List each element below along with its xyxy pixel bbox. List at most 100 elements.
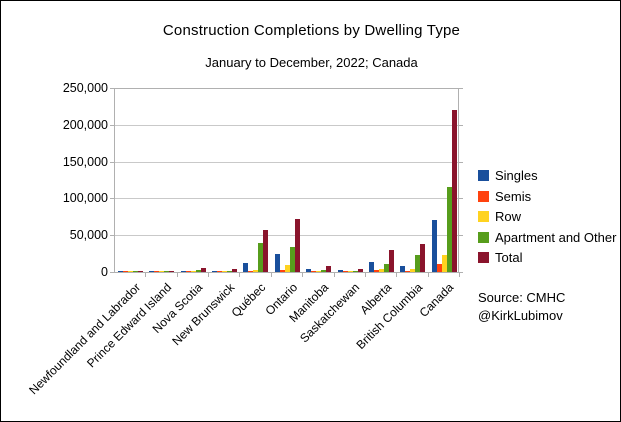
legend-item: Apartment and Other bbox=[478, 230, 616, 245]
bar-total bbox=[326, 266, 332, 272]
chart-subtitle: January to December, 2022; Canada bbox=[205, 55, 418, 70]
y-axis-tick-right bbox=[459, 235, 463, 237]
legend-swatch bbox=[478, 170, 489, 181]
legend-item: Singles bbox=[478, 168, 616, 183]
bar-total bbox=[294, 219, 300, 272]
y-axis-tick bbox=[110, 198, 114, 200]
bar-singles bbox=[431, 220, 437, 272]
y-tick-label: 150,000 bbox=[62, 154, 108, 169]
x-axis-tick bbox=[208, 273, 209, 277]
legend-item: Row bbox=[478, 209, 616, 224]
bar-singles bbox=[337, 270, 343, 272]
x-axis-tick bbox=[365, 273, 366, 277]
bar-row bbox=[441, 255, 447, 272]
y-axis-tick bbox=[110, 88, 114, 89]
bar-apartment-and-other bbox=[289, 247, 295, 272]
bar-row bbox=[128, 271, 133, 272]
y-axis-tick-right bbox=[459, 88, 463, 89]
bar-apartment-and-other bbox=[352, 271, 358, 272]
y-axis-tick-right bbox=[459, 272, 463, 273]
bar-total bbox=[451, 110, 457, 272]
x-axis-tick bbox=[334, 273, 335, 277]
x-axis-tick bbox=[396, 273, 397, 277]
legend-item: Semis bbox=[478, 189, 616, 204]
bar-apartment-and-other bbox=[258, 243, 264, 272]
legend-label: Total bbox=[495, 250, 523, 265]
bar-apartment-and-other bbox=[383, 264, 389, 272]
bar-row bbox=[410, 269, 416, 272]
bar-singles bbox=[400, 266, 406, 272]
bar-semis bbox=[405, 271, 411, 272]
chart-title: Construction Completions by Dwelling Typ… bbox=[162, 22, 461, 39]
bar-total bbox=[388, 250, 394, 272]
bar-total bbox=[263, 230, 269, 272]
bar-apartment-and-other bbox=[164, 271, 170, 272]
bar-semis bbox=[217, 271, 223, 272]
x-axis-tick bbox=[239, 273, 240, 277]
y-axis-tick bbox=[110, 235, 114, 237]
legend: Singles Semis Row Apartment and Other Total bbox=[478, 168, 616, 265]
bar-semis bbox=[342, 271, 348, 272]
bar-total bbox=[232, 269, 238, 272]
bar-singles bbox=[274, 254, 280, 272]
x-axis-tick bbox=[271, 273, 272, 277]
legend-label: Apartment and Other bbox=[495, 229, 617, 245]
legend-label: Row bbox=[495, 209, 522, 224]
bar-row bbox=[190, 271, 196, 272]
bar-semis bbox=[248, 271, 254, 272]
bar-semis bbox=[373, 270, 379, 272]
bar-row bbox=[222, 271, 228, 272]
gridline bbox=[115, 161, 458, 163]
y-axis-tick bbox=[110, 272, 114, 273]
bar-singles bbox=[212, 271, 218, 272]
bar-singles bbox=[368, 262, 374, 272]
bar-row bbox=[316, 271, 322, 272]
bar-apartment-and-other bbox=[133, 271, 138, 272]
y-tick-label: 0 bbox=[101, 265, 108, 279]
bar-singles bbox=[243, 263, 249, 272]
legend-swatch bbox=[478, 190, 489, 202]
bar-total bbox=[420, 244, 426, 272]
bar-row bbox=[347, 271, 353, 272]
gridline bbox=[115, 235, 458, 237]
source-block: Source: CMHC @KirkLubimov bbox=[478, 289, 565, 325]
x-axis-tick bbox=[459, 273, 460, 277]
bar-semis bbox=[185, 271, 191, 272]
y-axis-tick-right bbox=[459, 161, 463, 163]
x-axis-tick bbox=[177, 273, 178, 277]
plot-area bbox=[114, 88, 459, 273]
bar-total bbox=[138, 271, 143, 272]
bar-singles bbox=[149, 271, 155, 272]
legend-swatch bbox=[478, 252, 489, 263]
bar-semis bbox=[279, 270, 285, 272]
y-axis-tick bbox=[110, 161, 114, 163]
bar-semis bbox=[123, 271, 128, 272]
y-axis-tick-right bbox=[459, 198, 463, 200]
bar-total bbox=[169, 271, 175, 272]
bar-semis bbox=[154, 271, 160, 272]
bar-apartment-and-other bbox=[415, 255, 421, 272]
legend-swatch bbox=[478, 231, 489, 243]
bar-singles bbox=[306, 269, 312, 272]
bar-row bbox=[253, 270, 259, 272]
bar-semis bbox=[311, 271, 317, 272]
y-tick-label: 50,000 bbox=[69, 228, 108, 243]
bar-semis bbox=[436, 264, 442, 272]
legend-item: Total bbox=[478, 250, 616, 265]
bar-row bbox=[378, 269, 384, 272]
y-axis-tick bbox=[110, 124, 114, 126]
gridline bbox=[115, 198, 458, 200]
bar-apartment-and-other bbox=[446, 187, 452, 272]
legend-label: Singles bbox=[495, 168, 538, 183]
gridline bbox=[115, 124, 458, 126]
x-axis-tick bbox=[428, 273, 429, 277]
bar-row bbox=[284, 265, 290, 272]
bar-total bbox=[357, 269, 363, 272]
bar-apartment-and-other bbox=[195, 270, 201, 272]
y-axis-tick-right bbox=[459, 124, 463, 126]
bar-apartment-and-other bbox=[321, 270, 327, 272]
bar-singles bbox=[180, 271, 186, 272]
bar-row bbox=[159, 271, 165, 272]
bar-total bbox=[200, 268, 206, 272]
